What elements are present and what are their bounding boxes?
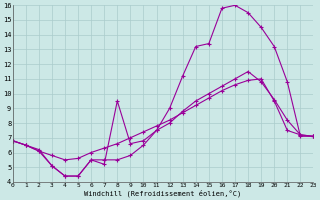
X-axis label: Windchill (Refroidissement éolien,°C): Windchill (Refroidissement éolien,°C) xyxy=(84,190,242,197)
